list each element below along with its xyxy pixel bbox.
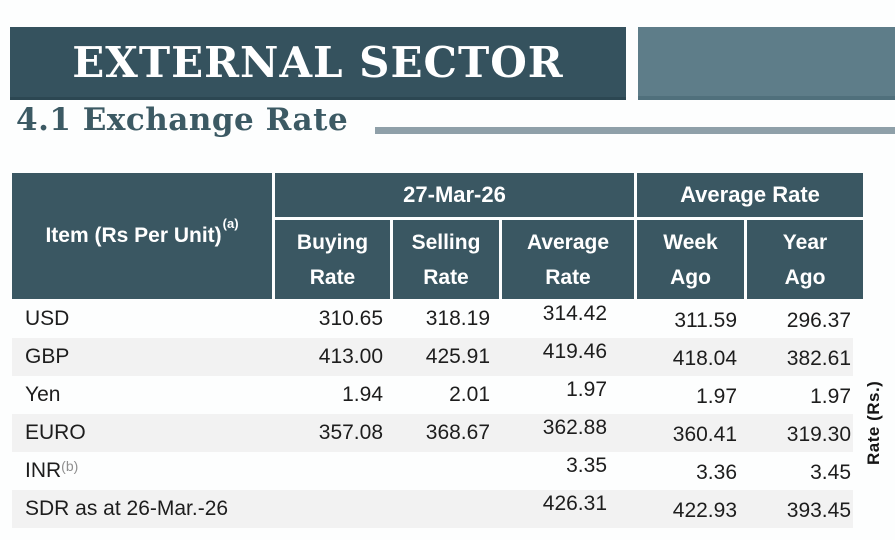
column-header-item: Item (Rs Per Unit) (a) bbox=[12, 173, 272, 299]
exchange-rate-table-header: Item (Rs Per Unit) (a) 27-Mar-26 Average … bbox=[12, 173, 863, 299]
week-ago-value: 422.93 bbox=[672, 499, 737, 522]
table-row-yen: Yen 1.94 2.01 1.97 1.97 1.97 bbox=[12, 376, 853, 414]
buying-rate-value: 1.94 bbox=[342, 383, 383, 406]
section-divider-rule bbox=[375, 127, 895, 134]
average-rate-value: 426.31 bbox=[542, 492, 607, 515]
week-ago-value: 1.97 bbox=[696, 385, 737, 408]
buying-rate-value: 357.08 bbox=[318, 421, 383, 444]
year-ago-value: 382.61 bbox=[786, 347, 851, 370]
buying-rate-value: 413.00 bbox=[318, 345, 383, 368]
column-header-item-label: Item (Rs Per Unit) bbox=[45, 224, 222, 247]
exchange-rate-table-body: USD 310.65 318.19 314.42 311.59 296.37 G… bbox=[12, 300, 853, 528]
year-ago-value: 3.45 bbox=[810, 461, 851, 484]
week-ago-value: 3.36 bbox=[696, 461, 737, 484]
item-label: SDR as at 26-Mar.-26 bbox=[25, 497, 229, 520]
item-label: EURO bbox=[25, 421, 86, 444]
column-header-week-ago: Week Ago bbox=[637, 220, 744, 299]
week-ago-value: 360.41 bbox=[672, 423, 737, 446]
year-ago-value: 296.37 bbox=[786, 309, 851, 332]
column-header-buying-rate: Buying Rate bbox=[275, 220, 390, 299]
group-header-date: 27-Mar-26 bbox=[275, 173, 634, 217]
section-banner: EXTERNAL SECTOR bbox=[10, 27, 626, 100]
footnote-marker-a: (a) bbox=[222, 215, 239, 231]
table-row-gbp: GBP 413.00 425.91 419.46 418.04 382.61 bbox=[12, 338, 853, 376]
average-rate-value: 1.97 bbox=[566, 378, 607, 401]
year-ago-value: 393.45 bbox=[786, 499, 851, 522]
average-rate-value: 3.35 bbox=[566, 454, 607, 477]
footnote-marker-b: (b) bbox=[61, 458, 79, 474]
year-ago-value: 1.97 bbox=[810, 385, 851, 408]
table-row-sdr: SDR as at 26-Mar.-26 426.31 422.93 393.4… bbox=[12, 490, 853, 528]
average-rate-value: 419.46 bbox=[542, 340, 607, 363]
banner-accent-block bbox=[638, 27, 895, 100]
column-header-average-rate: Average Rate bbox=[502, 220, 634, 299]
average-rate-value: 362.88 bbox=[542, 416, 607, 439]
item-label: Yen bbox=[25, 383, 61, 406]
selling-rate-value: 425.91 bbox=[425, 345, 490, 368]
selling-rate-value: 2.01 bbox=[449, 383, 490, 406]
week-ago-value: 418.04 bbox=[672, 347, 737, 370]
table-row-usd: USD 310.65 318.19 314.42 311.59 296.37 bbox=[12, 300, 853, 338]
selling-rate-value: 318.19 bbox=[425, 307, 490, 330]
week-ago-value: 311.59 bbox=[674, 309, 737, 332]
table-row-inr: INR(b) 3.35 3.36 3.45 bbox=[12, 452, 853, 490]
average-rate-value: 314.42 bbox=[542, 302, 607, 325]
year-ago-value: 319.30 bbox=[786, 423, 851, 446]
table-row-euro: EURO 357.08 368.67 362.88 360.41 319.30 bbox=[12, 414, 853, 452]
rate-axis-label: Rate (Rs.) bbox=[864, 380, 883, 465]
item-label: USD bbox=[25, 307, 70, 330]
section-heading: 4.1 Exchange Rate bbox=[16, 102, 349, 138]
item-label: GBP bbox=[25, 345, 70, 368]
banner-title: EXTERNAL SECTOR bbox=[72, 37, 564, 87]
group-header-average-rate: Average Rate bbox=[637, 173, 863, 217]
item-label: INR(b) bbox=[25, 458, 79, 482]
buying-rate-value: 310.65 bbox=[318, 307, 383, 330]
column-header-selling-rate: Selling Rate bbox=[393, 220, 499, 299]
column-header-year-ago: Year Ago bbox=[747, 220, 863, 299]
selling-rate-value: 368.67 bbox=[425, 421, 490, 444]
